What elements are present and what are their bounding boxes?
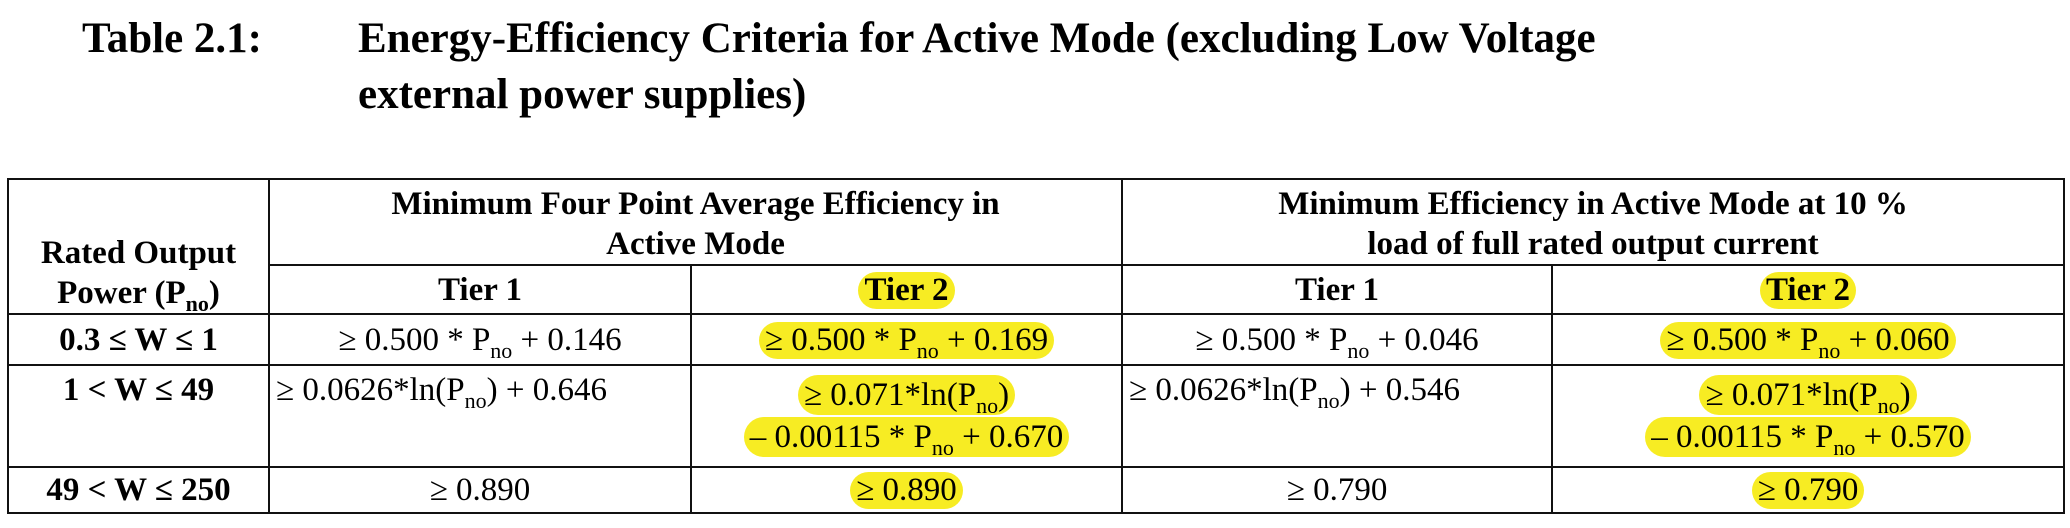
expr-sub: no [464, 388, 487, 413]
expr-b: + 0.670 [953, 419, 1064, 455]
value-cell: ≥ 0.500 * Pno + 0.046 [1121, 313, 1554, 366]
value-cell: ≥ 0.500 * Pno + 0.146 [268, 313, 692, 366]
expr-a: ≥ 0.500 * P [338, 321, 491, 358]
expr-a: – 0.00115 * P [1651, 419, 1834, 455]
expr-b: + 0.570 [1855, 419, 1965, 455]
expr-sub: no [976, 393, 999, 418]
rated-output-label-2: Power (P [57, 275, 186, 311]
rated-output-label-1: Rated Output [40, 235, 237, 271]
expr-b: + 0.046 [1369, 321, 1479, 358]
expr-a: ≥ 0.500 * P [1666, 321, 1819, 358]
group2-line1: Minimum Efficiency in Active Mode at 10 … [1278, 186, 1908, 222]
expr-b: ) + 0.646 [486, 372, 607, 408]
expr-b: ) [1899, 377, 1911, 413]
expr-a: ≥ 0.500 * P [1195, 321, 1348, 358]
value-cell-highlighted: ≥ 0.071*ln(Pno) – 0.00115 * Pno + 0.670 [689, 364, 1124, 468]
range-cell: 0.3 ≤ W ≤ 1 [7, 313, 270, 366]
expr-sub: no [1347, 337, 1370, 363]
tier1-label: Tier 1 [1295, 271, 1380, 308]
tier1-header-load: Tier 1 [1121, 264, 1554, 315]
table-title-line2: external power supplies) [358, 71, 807, 118]
tier2-label-highlighted: Tier 2 [858, 271, 955, 309]
tier1-label: Tier 1 [437, 271, 523, 308]
value-cell: ≥ 0.790 [1121, 466, 1554, 514]
expr-sub: no [1317, 388, 1340, 413]
tier2-header-load: Tier 2 [1551, 264, 2066, 315]
value-cell-highlighted: ≥ 0.790 [1551, 466, 2066, 514]
expr-b: + 0.146 [512, 321, 622, 358]
expr-sub: no [490, 337, 513, 363]
expr-b: + 0.060 [1840, 321, 1950, 358]
value-cell: ≥ 0.890 [268, 466, 692, 514]
rated-output-sub: no [185, 291, 209, 316]
expr-a: ≥ 0.0626*ln(P [1129, 372, 1318, 408]
value-cell-highlighted: ≥ 0.500 * Pno + 0.169 [689, 313, 1124, 366]
expr-a: ≥ 0.071*ln(P [1705, 377, 1878, 413]
range-cell: 1 < W ≤ 49 [7, 364, 270, 468]
expr-a: ≥ 0.0626*ln(P [276, 372, 465, 408]
four-point-average-header: Minimum Four Point Average Efficiency in… [267, 178, 1124, 266]
expr-sub: no [931, 435, 954, 460]
expr-sub: no [1833, 435, 1856, 460]
group1-line1: Minimum Four Point Average Efficiency in [391, 186, 1000, 222]
tier1-header-avg: Tier 1 [268, 264, 692, 315]
value-cell-highlighted: ≥ 0.071*ln(Pno) – 0.00115 * Pno + 0.570 [1551, 364, 2066, 468]
group1-line2: Active Mode [606, 226, 785, 262]
rated-output-end: ) [208, 275, 220, 311]
header-row-groups: Rated Output Power (Pno) Minimum Four Po… [7, 178, 2066, 315]
tier2-label-highlighted: Tier 2 [1760, 271, 1857, 309]
expr-b: ) [998, 377, 1010, 413]
expr: ≥ 0.890 [850, 472, 963, 509]
expr-sub: no [1818, 337, 1841, 363]
range-cell: 49 < W ≤ 250 [7, 466, 270, 514]
expr: ≥ 0.790 [1751, 472, 1865, 509]
expr-a: ≥ 0.500 * P [764, 321, 917, 358]
efficiency-criteria-table: Rated Output Power (Pno) Minimum Four Po… [7, 178, 2066, 514]
table-row: 1 < W ≤ 49 ≥ 0.0626*ln(Pno) + 0.646 ≥ 0.… [7, 364, 2066, 468]
table-row: 49 < W ≤ 250 ≥ 0.890 ≥ 0.890 ≥ 0.790 ≥ 0… [7, 466, 2066, 514]
value-cell-highlighted: ≥ 0.890 [689, 466, 1124, 514]
table-number: Table 2.1: [82, 15, 262, 62]
expr-sub: no [916, 337, 939, 363]
group2-line2: load of full rated output current [1367, 226, 1819, 262]
value-cell: ≥ 0.0626*ln(Pno) + 0.646 [268, 364, 692, 468]
expr-a: – 0.00115 * P [749, 419, 932, 455]
header-row-tiers: Tier 1 Tier 2 Tier 1 Tier 2 [8, 264, 2066, 315]
ten-percent-load-header: Minimum Efficiency in Active Mode at 10 … [1121, 178, 2066, 266]
tier2-header-avg: Tier 2 [689, 264, 1124, 315]
table-title-line1: Energy-Efficiency Criteria for Active Mo… [358, 15, 1596, 62]
expr-a: ≥ 0.071*ln(P [803, 377, 977, 413]
rated-output-header: Rated Output Power (Pno) [7, 178, 270, 316]
expr-sub: no [1877, 393, 1900, 418]
value-cell-highlighted: ≥ 0.500 * Pno + 0.060 [1551, 313, 2066, 366]
value-cell: ≥ 0.0626*ln(Pno) + 0.546 [1121, 364, 1554, 468]
expr-b: + 0.169 [938, 321, 1049, 358]
expr-b: ) + 0.546 [1339, 372, 1460, 408]
table-row: 0.3 ≤ W ≤ 1 ≥ 0.500 * Pno + 0.146 ≥ 0.50… [7, 313, 2066, 366]
